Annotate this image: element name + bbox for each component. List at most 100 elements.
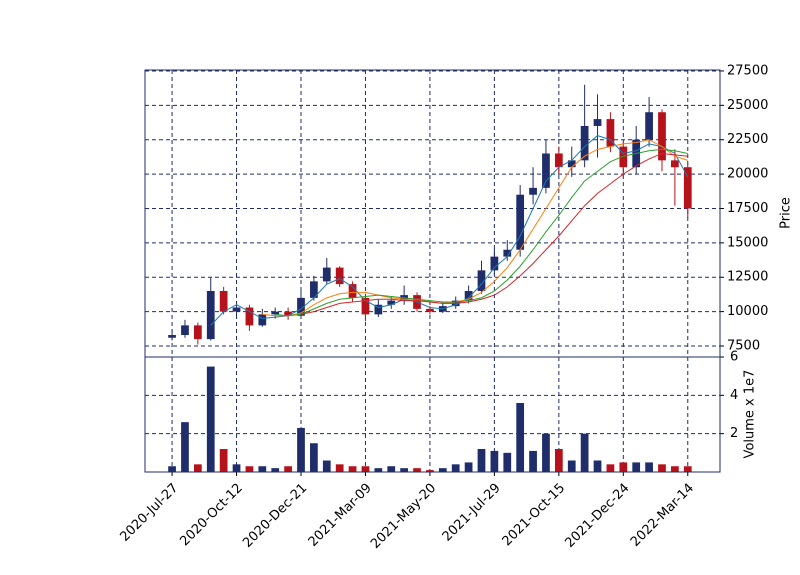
candle-body (490, 256, 499, 271)
y-tick-label: 2 (730, 426, 738, 441)
candle-body (284, 311, 292, 316)
x-tick-label: 2020-Oct-12 (177, 481, 245, 549)
candle-body (658, 112, 666, 161)
candle-body (374, 304, 383, 315)
volume-bar (438, 468, 447, 472)
volume-bar (606, 464, 615, 472)
y-tick-label: 22500 (727, 132, 768, 147)
y-tick-label: 6 (730, 350, 738, 365)
volume-bar (542, 433, 550, 472)
volume-bar (297, 427, 305, 472)
y-tick-label: 25000 (727, 98, 768, 113)
candle-body (310, 281, 318, 298)
candle-body (606, 119, 615, 147)
volume-bar (348, 466, 357, 472)
volume-bar (232, 464, 241, 472)
candle-body (529, 187, 537, 195)
candle-body (245, 307, 254, 326)
x-tick-label: 2021-Mar-09 (306, 481, 375, 550)
candle-body (361, 297, 370, 315)
candle-body (580, 125, 589, 161)
candle-body (619, 146, 628, 168)
candle-body (477, 270, 486, 291)
candle-body (322, 267, 331, 282)
volume-bar (580, 433, 589, 472)
volume-bar (413, 468, 421, 472)
volume-bar (658, 464, 666, 472)
volume-bar (387, 466, 396, 472)
volume-bar (671, 466, 679, 472)
volume-bar (258, 466, 267, 472)
moving-average (210, 135, 689, 326)
candle-body (271, 311, 280, 315)
moving-average (262, 139, 688, 317)
volume-bar (181, 422, 189, 472)
candle-body (567, 160, 576, 168)
candle-body (503, 249, 512, 257)
y-tick-label: 15000 (727, 235, 768, 250)
volume-bar (619, 462, 628, 472)
y-tick-label: 20000 (727, 167, 768, 182)
y-tick-label: 17500 (727, 201, 768, 216)
y-tick-label: 7500 (727, 338, 760, 353)
x-tick-label: 2021-Oct-15 (500, 481, 568, 549)
volume-frame (144, 356, 721, 473)
candle-body (593, 119, 602, 126)
candle-body (645, 112, 653, 140)
candle-body (387, 300, 396, 305)
candle-body (542, 153, 550, 188)
candle-body (683, 167, 692, 209)
candle-body (193, 325, 202, 340)
candle-body (348, 284, 357, 298)
volume-bar (464, 462, 473, 472)
volume-bar (219, 449, 228, 472)
volume-bar (683, 466, 692, 472)
volume-bar (529, 450, 537, 472)
candle-body (554, 153, 563, 168)
candle-body (206, 290, 215, 340)
volume-bar (271, 468, 280, 472)
volume-bar (516, 403, 525, 472)
volume-bar (284, 466, 292, 472)
candle-body (426, 308, 434, 312)
candle-body (258, 314, 267, 326)
volume-bar (477, 449, 486, 472)
candle-body (464, 290, 473, 301)
volume-bar (490, 450, 499, 472)
volume-bar (503, 452, 512, 472)
volume-bar (593, 460, 602, 472)
volume-bar (245, 466, 254, 472)
volume-bar (567, 460, 576, 472)
volume-bar (632, 462, 641, 472)
price-axis-label: Price (779, 197, 794, 229)
x-tick-label: 2020-Jul-27 (117, 481, 181, 545)
x-tick-label: 2020-Dec-21 (240, 481, 310, 551)
volume-bar (645, 462, 653, 472)
price-frame (144, 69, 721, 358)
x-tick-label: 2021-Jul-29 (440, 481, 504, 545)
candle-body (297, 297, 305, 316)
x-tick-label: 2021-Dec-24 (562, 481, 632, 551)
volume-bar (451, 464, 460, 472)
volume-bar (426, 470, 434, 472)
volume-bar (374, 468, 383, 472)
candle-body (232, 307, 241, 312)
volume-bar (361, 466, 370, 472)
candle-body (168, 334, 176, 338)
moving-average (275, 148, 688, 317)
volume-bar (206, 366, 215, 472)
candle-body (516, 194, 525, 250)
volume-bar (168, 466, 176, 472)
volume-axis-label: Volume x 1e7 (743, 370, 758, 459)
candle-body (671, 160, 679, 168)
volume-bar (193, 464, 202, 472)
moving-average (300, 152, 688, 315)
y-tick-label: 4 (730, 388, 738, 403)
volume-bar (335, 464, 344, 472)
y-tick-label: 12500 (727, 270, 768, 285)
x-tick-label: 2022-Mar-14 (628, 481, 697, 550)
x-tick-label: 2021-May-20 (368, 481, 439, 552)
candle-body (335, 267, 344, 285)
volume-bar (400, 468, 409, 472)
